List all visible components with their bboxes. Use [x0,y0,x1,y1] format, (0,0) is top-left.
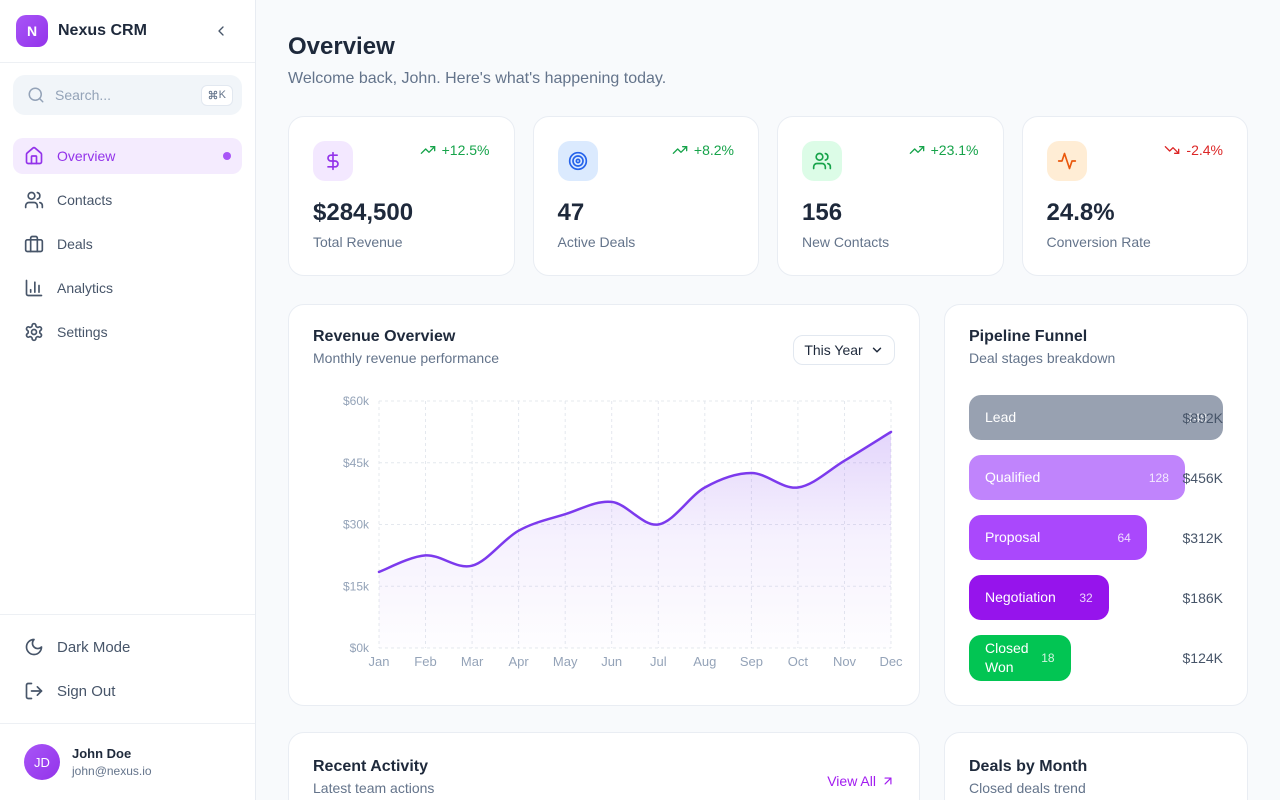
svg-text:Jul: Jul [650,654,667,669]
svg-text:$60k: $60k [343,394,370,408]
svg-text:Nov: Nov [833,654,857,669]
svg-text:$0k: $0k [350,641,370,655]
svg-text:Dec: Dec [879,654,903,669]
svg-text:Apr: Apr [508,654,529,669]
svg-text:Aug: Aug [693,654,716,669]
svg-text:$45k: $45k [343,456,370,470]
svg-text:Jun: Jun [601,654,622,669]
svg-text:Mar: Mar [461,654,484,669]
svg-text:May: May [553,654,578,669]
svg-text:Feb: Feb [414,654,436,669]
svg-text:Jan: Jan [369,654,390,669]
svg-text:Oct: Oct [788,654,809,669]
svg-text:$30k: $30k [343,518,370,532]
svg-text:$15k: $15k [343,579,370,593]
svg-text:Sep: Sep [740,654,763,669]
